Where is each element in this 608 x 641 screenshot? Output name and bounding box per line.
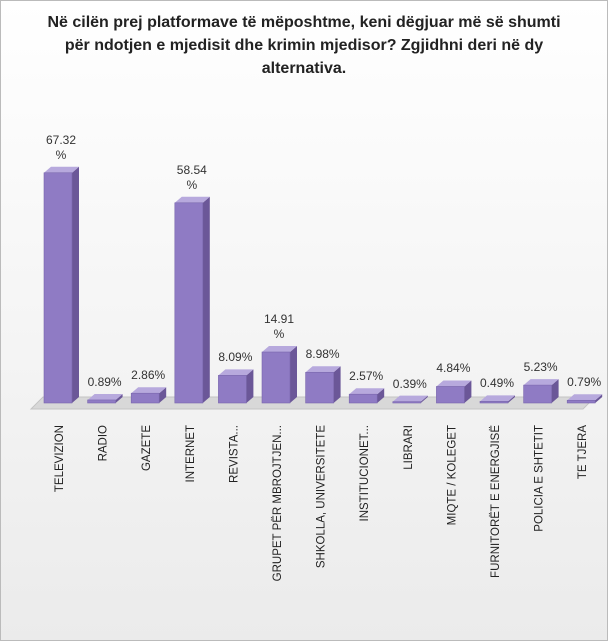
x-tick-label: RADIO <box>98 425 110 461</box>
x-tick-label: INSTITUCIONET... <box>359 425 371 521</box>
bar-side <box>464 380 472 403</box>
value-label: 4.84% <box>436 361 471 376</box>
bar-top <box>480 395 515 402</box>
value-label: 8.09% <box>218 350 253 365</box>
bar <box>261 346 297 404</box>
bar-side <box>290 346 297 403</box>
bar-top <box>349 388 385 395</box>
bar <box>348 388 385 404</box>
bar-front <box>566 399 596 404</box>
bar-front <box>305 371 334 404</box>
bar-front <box>43 172 73 404</box>
bar <box>87 393 123 404</box>
bar-side <box>115 393 123 403</box>
bar <box>43 166 79 404</box>
bar-front <box>87 399 116 404</box>
x-tick-label: TELEVIZION <box>54 425 66 492</box>
x-tick-label: GRUPET PËR MBROJTJEN... <box>272 425 284 581</box>
bar-side <box>508 395 515 403</box>
x-tick-label: TE TJERA <box>577 425 589 479</box>
bar <box>479 395 515 404</box>
bar-side <box>595 394 603 403</box>
x-tick-label: SHKOLLA, UNIVERSITETE <box>316 425 328 568</box>
value-label: 58.54 % <box>176 162 207 192</box>
x-tick-label: INTERNET <box>185 425 197 483</box>
bar-top <box>262 346 297 353</box>
bar-side <box>246 369 254 403</box>
bar <box>218 369 254 404</box>
bar-front <box>479 401 509 404</box>
x-tick-label: LIBRARI <box>403 425 415 470</box>
bar-front <box>392 401 422 404</box>
x-tick-label: FURNITORËT E ENERGJISË <box>490 425 502 578</box>
bar-front <box>130 392 160 404</box>
x-tick-label: MIQTE / KOLEGET <box>446 425 458 525</box>
bar-front <box>174 202 204 404</box>
x-tick-label: REVISTA... <box>228 425 240 483</box>
bar-side <box>551 379 559 403</box>
bar-top <box>87 393 123 400</box>
bar-front <box>348 393 378 404</box>
bar-side <box>159 387 167 403</box>
bar-front <box>218 375 247 404</box>
bar-side <box>202 196 210 403</box>
bar-side <box>420 395 428 403</box>
bar-side <box>72 166 79 403</box>
bar-front <box>261 351 291 404</box>
bar-top <box>305 366 341 373</box>
bar-top <box>523 379 559 386</box>
x-tick-label: POLICIA E SHTETIT <box>534 425 546 532</box>
value-label: 0.49% <box>479 376 515 391</box>
bar <box>174 196 210 404</box>
bar-front <box>523 384 552 404</box>
x-tick-label: GAZETE <box>141 425 153 471</box>
bar-top <box>436 380 472 387</box>
bar-top <box>567 394 603 401</box>
bar <box>523 379 559 404</box>
bar-side <box>377 388 385 403</box>
bar <box>392 395 428 404</box>
value-label: 0.79% <box>567 375 602 390</box>
value-label: 0.89% <box>87 374 122 389</box>
bar-top <box>131 387 167 394</box>
bar-top <box>392 395 428 402</box>
value-label: 0.39% <box>392 376 427 391</box>
value-label: 2.86% <box>131 368 166 383</box>
bar <box>305 366 341 404</box>
value-label: 2.57% <box>349 369 384 384</box>
bar-top <box>44 166 79 173</box>
bar <box>436 380 472 404</box>
value-label: 67.32 % <box>45 132 77 162</box>
value-label: 8.98% <box>305 347 340 362</box>
bar-top <box>218 369 254 376</box>
value-label: 14.91 % <box>263 312 295 341</box>
bar <box>566 394 603 404</box>
bar <box>130 387 167 404</box>
bar-top <box>174 196 210 203</box>
value-label: 5.23% <box>523 360 558 375</box>
chart-title: Në cilën prej platformave të mëposhtme, … <box>47 14 561 77</box>
bar-front <box>436 386 465 404</box>
bar-side <box>333 366 341 403</box>
